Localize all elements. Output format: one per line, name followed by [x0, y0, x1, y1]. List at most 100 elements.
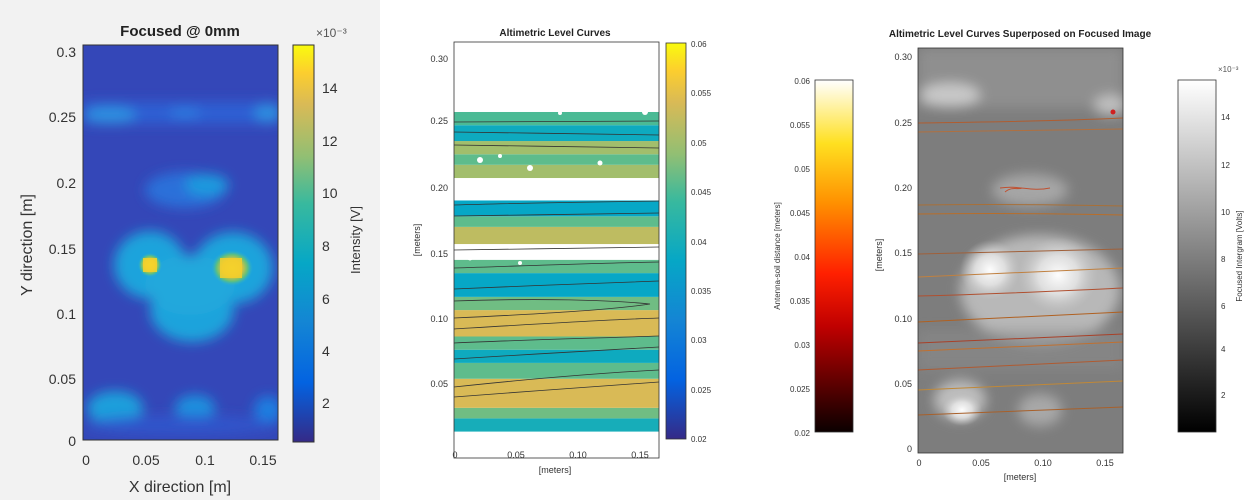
x-tick-label: 0.05	[132, 452, 159, 468]
colorbar-tick-label: 0.035	[691, 287, 712, 296]
heatmap-3-xticks: 0 0.05 0.10 0.15	[916, 458, 1113, 468]
level-band	[454, 296, 659, 311]
heatmap-1-frame	[82, 44, 279, 441]
contour-line	[454, 131, 659, 136]
colorbar-tick-label: 14	[322, 80, 338, 96]
heatmap-2-yticks: 0.30 0.25 0.20 0.15 0.10 0.05	[430, 54, 448, 389]
x-tick-label: 0	[82, 452, 90, 468]
heatmap-1-ylabel: Y direction [m]	[19, 194, 36, 296]
panel-level-curves: Altimetric Level Curves	[412, 28, 712, 475]
colorbar-tick-label: 0.04	[794, 253, 810, 262]
hotspot-lower-left	[87, 391, 143, 425]
panel-3-plot-area	[918, 48, 1123, 453]
heatmap-3-ylabel: [meters]	[874, 239, 884, 272]
y-tick-label: 0.10	[894, 314, 912, 324]
speckle-dot	[477, 157, 483, 163]
speckle-dot	[597, 160, 603, 166]
contour-line	[918, 333, 1123, 344]
colorbar-tick-label: 0.025	[691, 386, 712, 395]
heatmap-2-contour-lines	[454, 120, 659, 398]
hotspot-upper-mid	[169, 107, 201, 119]
hotspot-upper-right	[254, 104, 278, 122]
speckle-dot	[527, 165, 533, 171]
contour-marker	[1110, 109, 1116, 115]
hotspot-lower-right	[254, 396, 278, 424]
colorbar-tick-label: 14	[1221, 113, 1230, 122]
x-tick-label: 0.05	[972, 458, 990, 468]
colorbar-tick-label: 0.055	[691, 89, 712, 98]
gray-blob	[1094, 95, 1123, 115]
contour-line	[918, 117, 1123, 124]
panel-3-title: Altimetric Level Curves Superposed on Fo…	[889, 29, 1152, 40]
level-band	[454, 336, 659, 350]
colorbar-tick-label: 2	[1221, 391, 1226, 400]
x-tick-label: 0.1	[195, 452, 215, 468]
level-band	[454, 226, 659, 245]
colorbar-tick-label: 4	[1221, 345, 1226, 354]
y-tick-label: 0.15	[49, 241, 76, 257]
colorbar-tick-label: 12	[1221, 161, 1230, 170]
heatmap-1-yticks: 0.3 0.25 0.2 0.15 0.1 0.05 0	[49, 44, 76, 449]
heatmap-3-xlabel: [meters]	[1004, 472, 1037, 482]
colorbar-1-ticks: 14 12 10 8 6 4 2	[322, 80, 338, 411]
contour-line	[454, 212, 659, 217]
heatmap-3-contour-lines	[918, 117, 1123, 416]
y-tick-label: 0.10	[430, 314, 448, 324]
colorbar-tick-label: 8	[1221, 255, 1226, 264]
x-tick-label: 0	[916, 458, 921, 468]
y-tick-label: 0.30	[430, 54, 448, 64]
x-tick-label: 0.15	[1096, 458, 1114, 468]
level-band	[454, 154, 659, 165]
colorbar-tick-label: 0.045	[790, 209, 811, 218]
contour-line	[918, 311, 1123, 323]
speckle-dot	[627, 252, 633, 258]
colorbar-3-left	[814, 79, 854, 433]
colorbar-tick-label: 10	[322, 185, 338, 201]
level-band	[454, 418, 659, 432]
y-tick-label: 0.25	[49, 109, 76, 125]
contour-line	[999, 186, 1051, 193]
gray-blob	[920, 83, 980, 107]
y-tick-label: 0.05	[894, 379, 912, 389]
colorbar-tick-label: 4	[322, 343, 330, 359]
colorbar-tick-label: 8	[322, 238, 330, 254]
panel-focused: Focused @ 0mm	[0, 0, 380, 500]
speckle-dot	[467, 255, 473, 261]
contour-line	[918, 359, 1123, 371]
colorbar-tick-label: 0.025	[790, 385, 811, 394]
heatmap-2-speckle	[467, 109, 648, 265]
contour-line	[454, 246, 659, 251]
heatmap-2-xlabel: [meters]	[539, 465, 572, 475]
contour-line	[918, 380, 1123, 391]
panel-1-title: Focused @ 0mm	[120, 23, 240, 40]
colorbar-tick-label: 0.03	[691, 336, 707, 345]
x-tick-label: 0.15	[249, 452, 276, 468]
contour-line	[454, 144, 659, 149]
level-band	[454, 349, 659, 363]
contour-line	[918, 213, 1123, 216]
colorbar-tick-label: 6	[1221, 302, 1226, 311]
panel-superposed: Altimetric Level Curves Superposed on Fo…	[773, 29, 1244, 482]
y-tick-label: 0.30	[894, 52, 912, 62]
contour-line	[454, 200, 659, 206]
level-band	[454, 259, 659, 274]
y-tick-label: 0.05	[49, 371, 76, 387]
colorbar-tick-label: 2	[322, 395, 330, 411]
contour-line	[454, 369, 659, 388]
heatmap-3-frame	[917, 47, 1124, 454]
y-tick-label: 0.25	[430, 116, 448, 126]
heatmap-1-xticks: 0 0.05 0.1 0.15	[82, 452, 277, 468]
contour-line	[454, 120, 659, 123]
colorbar-tick-label: 0.055	[790, 121, 811, 130]
bright-spot-bottom	[942, 394, 982, 426]
colorbar-3-right-exponent: ×10⁻³	[1218, 65, 1239, 74]
panel-2-title: Altimetric Level Curves	[499, 28, 611, 39]
contour-line	[454, 335, 659, 344]
level-band	[454, 111, 659, 126]
y-tick-label: 0.20	[430, 183, 448, 193]
x-tick-label: 0.15	[631, 450, 649, 460]
colorbar-tick-label: 0.05	[691, 139, 707, 148]
y-tick-label: 0.1	[57, 306, 77, 322]
contour-line	[454, 299, 651, 319]
